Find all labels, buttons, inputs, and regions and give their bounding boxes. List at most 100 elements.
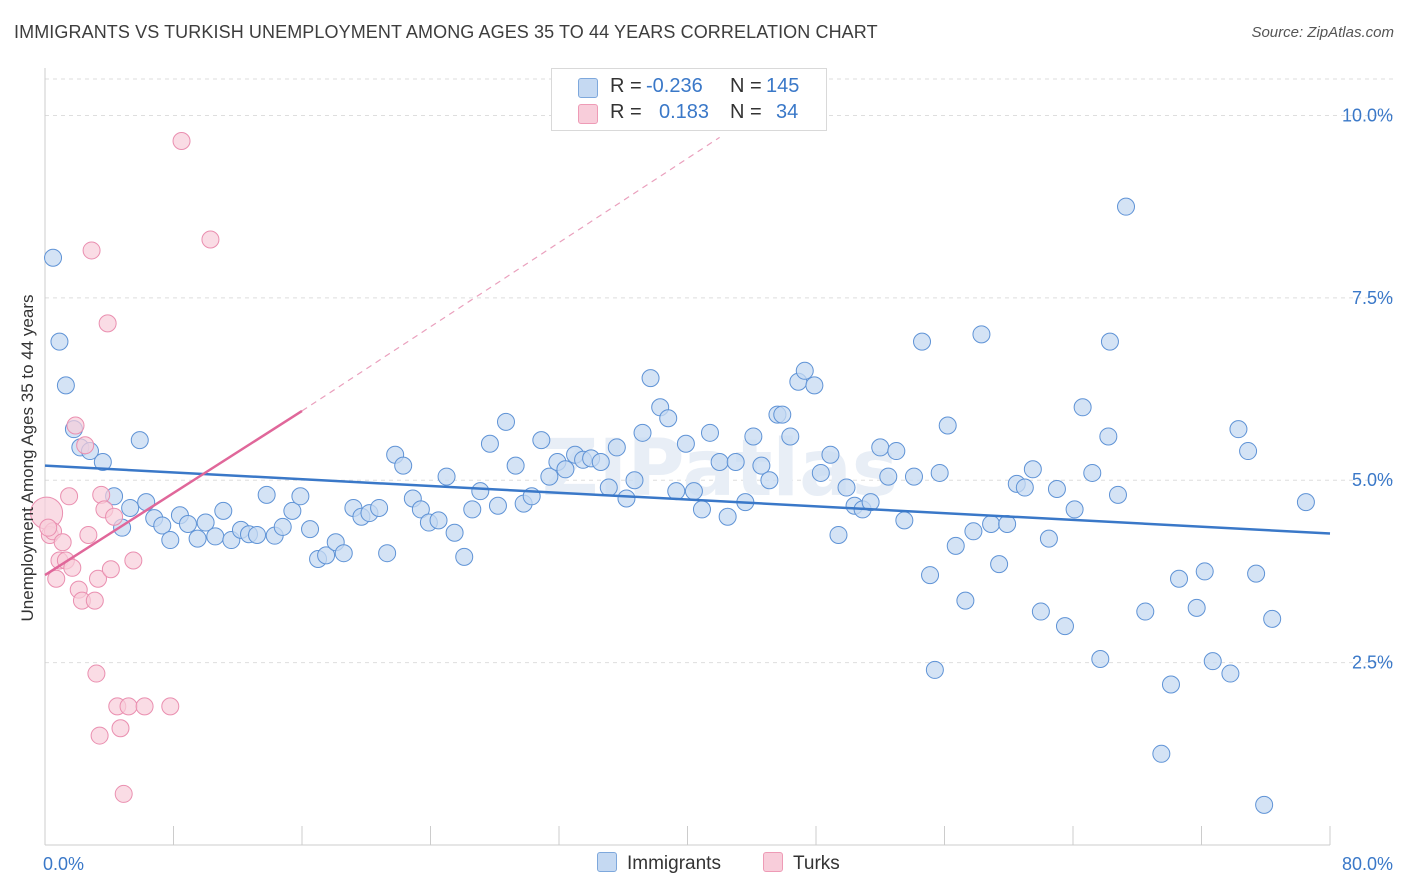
immigrants-point [1221, 664, 1240, 683]
immigrants-point [760, 471, 779, 490]
immigrants-point [700, 423, 719, 442]
immigrants-point [130, 431, 149, 450]
immigrants-point [273, 517, 292, 536]
r-value: -0.236 [646, 75, 703, 97]
turks-point [201, 230, 220, 249]
turks-point [39, 518, 58, 537]
r-value: 0.183 [659, 101, 710, 123]
immigrants-point [1073, 398, 1092, 417]
immigrants-point [946, 536, 965, 555]
trend-lines [44, 136, 1331, 577]
immigrants-point [811, 463, 830, 482]
correlation-legend: R = -0.236 N = 145 R = 0.183 N = 34 [551, 68, 827, 131]
turks-point [66, 416, 85, 435]
legend-row-immigrants: R = -0.236 N = 145 [552, 75, 826, 101]
immigrants-point [50, 332, 69, 351]
immigrants-point [488, 496, 507, 515]
immigrants-point [744, 427, 763, 446]
immigrants-point [334, 544, 353, 563]
n-label: N = [730, 101, 762, 123]
x-tick-label: 0.0% [43, 854, 84, 874]
n-value: 34 [776, 101, 799, 123]
immigrants-point [829, 525, 848, 544]
immigrants-point [93, 453, 112, 471]
immigrants-point [710, 453, 729, 471]
turks-point [105, 507, 124, 526]
immigrants-point [752, 456, 771, 475]
immigrants-point [445, 523, 464, 542]
immigrants-point [633, 423, 652, 442]
immigrants-point [1099, 427, 1118, 446]
turks-point [119, 697, 138, 716]
immigrants-point [1136, 602, 1155, 621]
turks-point [161, 697, 180, 716]
immigrants-legend-swatch [597, 852, 617, 872]
immigrants-point [471, 482, 490, 501]
chart-title: IMMIGRANTS VS TURKISH UNEMPLOYMENT AMONG… [14, 22, 878, 42]
immigrants-point [291, 487, 310, 506]
turks-point [90, 726, 109, 745]
immigrants-point [429, 511, 448, 530]
grid-lines [45, 78, 1393, 664]
legend-row-turks: R = 0.183 N = 34 [552, 101, 826, 127]
immigrants-point [998, 515, 1017, 534]
immigrants-point [913, 332, 932, 351]
immigrants-point [1296, 493, 1315, 512]
legend-item-immigrants: Immigrants [597, 852, 721, 875]
turks-point [111, 719, 130, 738]
immigrants-point [178, 515, 197, 534]
immigrants-point [1195, 562, 1214, 581]
immigrants-point [921, 566, 940, 585]
immigrants-point [1203, 652, 1222, 671]
immigrants-point [1083, 463, 1102, 482]
r-label: R = [610, 101, 642, 123]
immigrants-point [1015, 478, 1034, 497]
immigrants-point [1187, 598, 1206, 617]
turks-point [172, 132, 191, 151]
immigrants-point [964, 522, 983, 541]
turks-point [101, 560, 120, 579]
immigrants-points [44, 197, 1315, 814]
immigrants-point [956, 591, 975, 610]
immigrants-point [607, 438, 626, 457]
immigrants-point [599, 478, 618, 497]
immigrants-point [248, 525, 267, 544]
immigrants-point [540, 467, 559, 486]
immigrants-point [1039, 529, 1058, 548]
immigrants-point [684, 482, 703, 501]
turks-point [63, 558, 82, 577]
immigrants-point [1023, 460, 1042, 479]
immigrants-point [121, 498, 140, 517]
immigrants-point [895, 511, 914, 530]
immigrants-point [1055, 617, 1074, 636]
immigrants-point [394, 456, 413, 475]
immigrants-point [591, 453, 610, 471]
immigrants-point [982, 515, 1001, 534]
turks-point [47, 569, 66, 588]
immigrants-legend-label: Immigrants [627, 853, 721, 874]
immigrants-point [257, 485, 276, 504]
immigrants-point [437, 467, 456, 486]
turks-point [79, 525, 98, 544]
turks-point [98, 314, 117, 333]
immigrants-point [887, 442, 906, 461]
turks-trend-line [44, 409, 303, 577]
turks-point [53, 533, 72, 552]
immigrants-point [676, 434, 695, 453]
immigrants-point [1031, 602, 1050, 621]
turks-point [60, 487, 79, 506]
immigrants-point [463, 500, 482, 519]
immigrants-point [556, 460, 575, 479]
immigrants-point [301, 520, 320, 539]
immigrants-point [972, 325, 991, 344]
immigrants-point [480, 434, 499, 453]
immigrants-point [196, 513, 215, 532]
turks-point [76, 436, 95, 455]
y-axis-label: Unemployment Among Ages 35 to 44 years [18, 294, 37, 622]
immigrants-point [317, 546, 336, 565]
turks-point [114, 784, 133, 803]
immigrants-point [161, 531, 180, 550]
immigrants-point [925, 660, 944, 679]
immigrants-point [370, 498, 389, 517]
